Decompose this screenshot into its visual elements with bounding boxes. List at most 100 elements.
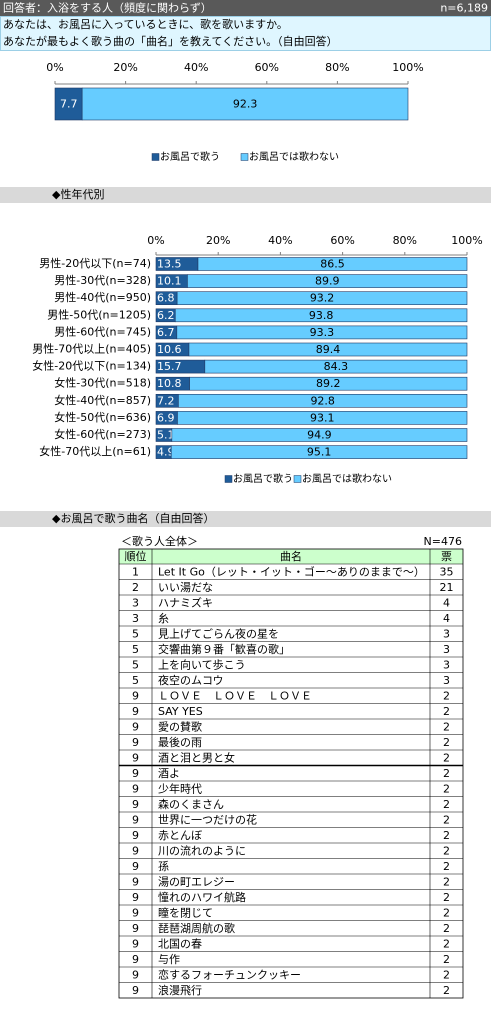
legend-swatch bbox=[151, 153, 160, 161]
legend-swatch bbox=[224, 475, 233, 483]
bar-segment bbox=[176, 291, 468, 306]
votes-cell: 2 bbox=[443, 968, 450, 981]
rank-cell: 9 bbox=[132, 813, 139, 826]
value-label: 84.3 bbox=[324, 360, 349, 373]
title-cell: 酒と泪と男と女 bbox=[158, 750, 235, 764]
title-cell: 酒よ bbox=[158, 767, 180, 780]
votes-cell: 4 bbox=[443, 596, 450, 609]
rank-cell: 9 bbox=[132, 705, 139, 718]
value-label: 94.9 bbox=[307, 429, 332, 442]
value-label: 15.7 bbox=[157, 360, 182, 373]
votes-cell: 4 bbox=[443, 612, 450, 625]
category-label: 男性-20代以下(n=74) bbox=[39, 256, 151, 270]
votes-cell: 2 bbox=[443, 689, 450, 702]
title-cell: ＬＯＶＥ ＬＯＶＥ ＬＯＶＥ bbox=[158, 689, 312, 702]
title-cell: 恋するフォーチュンクッキー bbox=[158, 967, 301, 981]
value-label: 13.5 bbox=[157, 258, 182, 271]
rank-cell: 5 bbox=[132, 658, 139, 671]
value-label: 6.7 bbox=[157, 326, 175, 339]
column-header: 曲名 bbox=[280, 549, 302, 563]
x-tick-label: 20% bbox=[206, 234, 230, 247]
title-cell: 北国の春 bbox=[158, 937, 202, 950]
votes-cell: 2 bbox=[443, 813, 450, 826]
title-cell: SAY YES bbox=[158, 705, 203, 718]
value-label: 5.1 bbox=[157, 429, 175, 442]
votes-cell: 21 bbox=[440, 581, 454, 594]
value-label: 93.2 bbox=[310, 292, 335, 305]
votes-cell: 2 bbox=[443, 906, 450, 919]
x-tick-label: 80% bbox=[325, 61, 349, 74]
rank-cell: 9 bbox=[132, 968, 139, 981]
title-cell: ハナミズキ bbox=[158, 595, 213, 609]
votes-cell: 35 bbox=[440, 565, 454, 578]
category-label: 男性-50代(n=1205) bbox=[47, 307, 151, 321]
title-cell: 上を向いて歩こう bbox=[158, 657, 246, 671]
title-cell: 糸 bbox=[158, 612, 169, 625]
votes-cell: 2 bbox=[443, 767, 450, 780]
value-label: 89.2 bbox=[316, 377, 341, 390]
rank-cell: 9 bbox=[132, 860, 139, 873]
title-cell: 最後の雨 bbox=[158, 735, 202, 749]
legend-swatch bbox=[240, 153, 249, 161]
section-title: ◆性年代別 bbox=[52, 187, 104, 201]
votes-cell: 3 bbox=[443, 658, 450, 671]
value-label: 10.6 bbox=[157, 343, 182, 356]
rank-cell: 9 bbox=[132, 922, 139, 935]
rank-cell: 9 bbox=[132, 984, 139, 997]
legend-swatch bbox=[293, 475, 302, 483]
bar-segment bbox=[170, 445, 468, 459]
votes-cell: 2 bbox=[443, 891, 450, 904]
bar-segment bbox=[174, 308, 468, 323]
title-cell: 赤とんぼ bbox=[158, 829, 202, 842]
title-cell: 愛の賛歌 bbox=[158, 719, 202, 733]
bar-segment bbox=[176, 325, 468, 340]
x-tick-label: 80% bbox=[393, 234, 417, 247]
table-n: N=476 bbox=[424, 535, 462, 548]
votes-cell: 2 bbox=[443, 937, 450, 950]
value-label: 6.9 bbox=[157, 411, 175, 424]
header-bar bbox=[0, 0, 491, 16]
value-label: 89.9 bbox=[315, 275, 340, 288]
question-line: あなたが最もよく歌う曲の「曲名」を教えてください。（自由回答） bbox=[3, 34, 338, 48]
title-cell: 憧れのハワイ航路 bbox=[158, 890, 246, 904]
title-cell: 交響曲第９番「歓喜の歌」 bbox=[158, 642, 290, 656]
x-tick-label: 0% bbox=[147, 234, 164, 247]
value-label: 10.8 bbox=[157, 377, 182, 390]
title-cell: 見上げてごらん夜の星を bbox=[158, 626, 279, 640]
value-label: 6.2 bbox=[157, 309, 175, 322]
rank-cell: 9 bbox=[132, 953, 139, 966]
x-tick-label: 40% bbox=[268, 234, 292, 247]
rank-cell: 9 bbox=[132, 875, 139, 888]
header-title: 回答者：入浴をする人（頻度に関わらず） bbox=[3, 1, 212, 15]
rank-cell: 5 bbox=[132, 627, 139, 640]
category-label: 女性-60代(n=273) bbox=[54, 427, 151, 441]
value-label: 92.8 bbox=[310, 394, 335, 407]
value-label: 86.5 bbox=[320, 258, 345, 271]
votes-cell: 2 bbox=[443, 984, 450, 997]
legend-label: お風呂で歌う bbox=[160, 150, 220, 163]
category-label: 女性-20代以下(n=134) bbox=[32, 359, 151, 373]
bar-segment bbox=[188, 342, 468, 357]
votes-cell: 2 bbox=[443, 751, 450, 764]
category-label: 男性-40代(n=950) bbox=[54, 290, 151, 304]
votes-cell: 2 bbox=[443, 875, 450, 888]
x-tick-label: 0% bbox=[46, 61, 63, 74]
title-cell: 川の流れのように bbox=[158, 843, 246, 857]
value-label: 7.2 bbox=[157, 394, 175, 407]
value-label: 6.8 bbox=[157, 292, 175, 305]
votes-cell: 2 bbox=[443, 736, 450, 749]
votes-cell: 2 bbox=[443, 953, 450, 966]
bar-segment bbox=[81, 87, 409, 121]
title-cell: 浪漫飛行 bbox=[158, 983, 202, 997]
category-label: 女性-70代以上(n=61) bbox=[39, 444, 151, 458]
section-bar bbox=[0, 187, 491, 203]
rank-cell: 3 bbox=[132, 596, 139, 609]
rank-cell: 9 bbox=[132, 937, 139, 950]
votes-cell: 3 bbox=[443, 674, 450, 687]
title-cell: 湯の町エレジー bbox=[158, 875, 235, 888]
title-cell: 琵琶湖周航の歌 bbox=[158, 921, 235, 935]
legend-label: お風呂では歌わない bbox=[302, 472, 392, 485]
category-label: 女性-50代(n=636) bbox=[54, 410, 151, 424]
legend-label: お風呂では歌わない bbox=[249, 150, 339, 163]
